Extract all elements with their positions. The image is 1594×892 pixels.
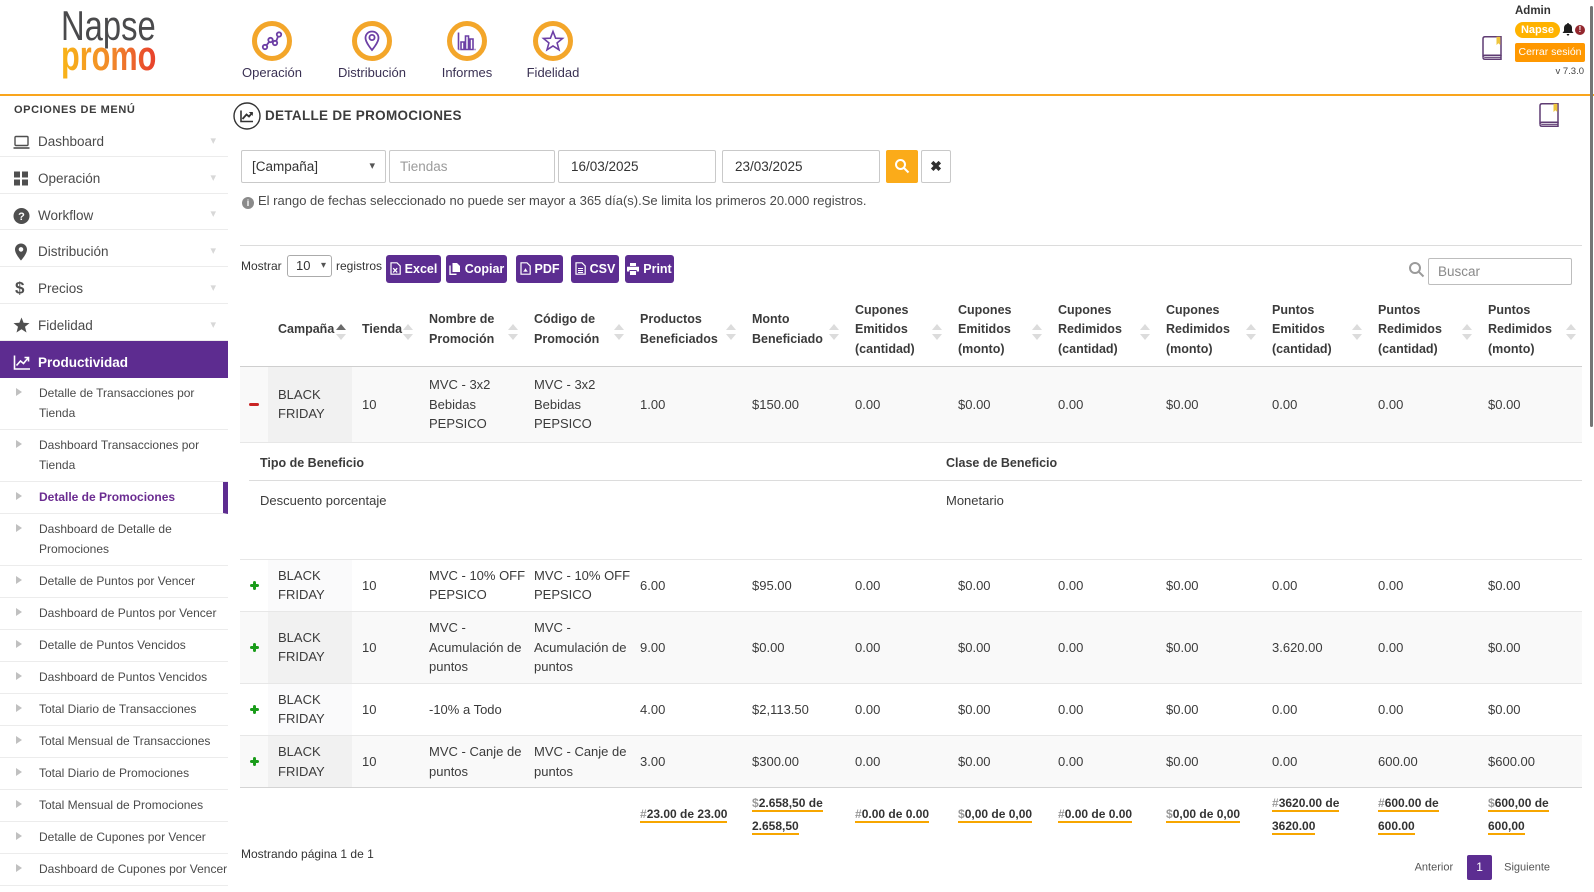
svg-text:?: ? [18, 211, 25, 223]
